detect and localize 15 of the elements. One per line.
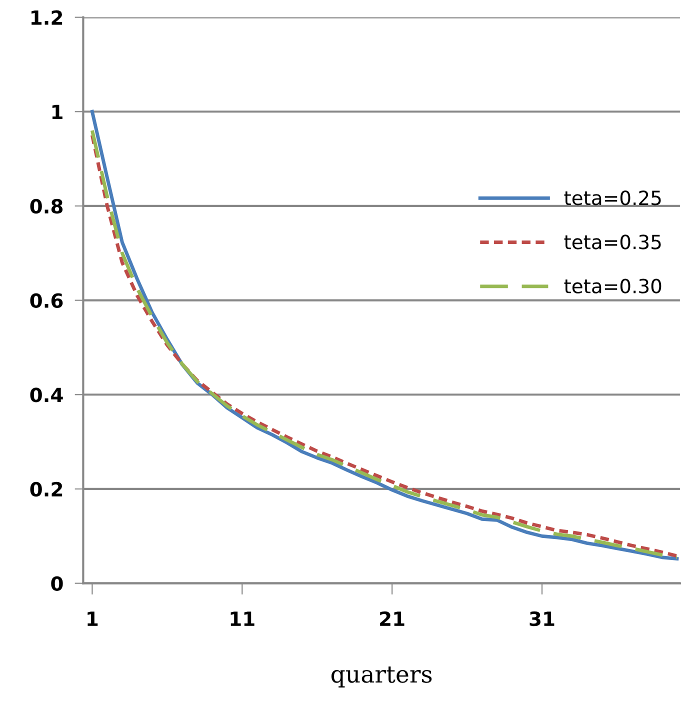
legend-label: teta=0.35 <box>564 234 661 250</box>
legend-label: teta=0.30 <box>564 278 662 294</box>
x-tick-label: 11 <box>230 612 254 626</box>
y-tick-label: 1.2 <box>32 10 62 25</box>
x-tick-label: 1 <box>88 612 98 626</box>
x-tick-label: 31 <box>530 611 554 626</box>
y-tick-label: 0.6 <box>30 293 63 308</box>
legend-label: teta=0.25 <box>564 190 661 206</box>
y-tick-label: 0.2 <box>30 482 62 497</box>
y-tick-label: 0 <box>51 576 63 591</box>
y-tick-label: 0.8 <box>30 198 63 214</box>
y-tick-label: 0.4 <box>30 388 63 402</box>
x-axis-title: quarters <box>331 666 432 688</box>
x-tick-label: 21 <box>380 611 404 626</box>
y-tick-label: 1 <box>52 104 62 120</box>
